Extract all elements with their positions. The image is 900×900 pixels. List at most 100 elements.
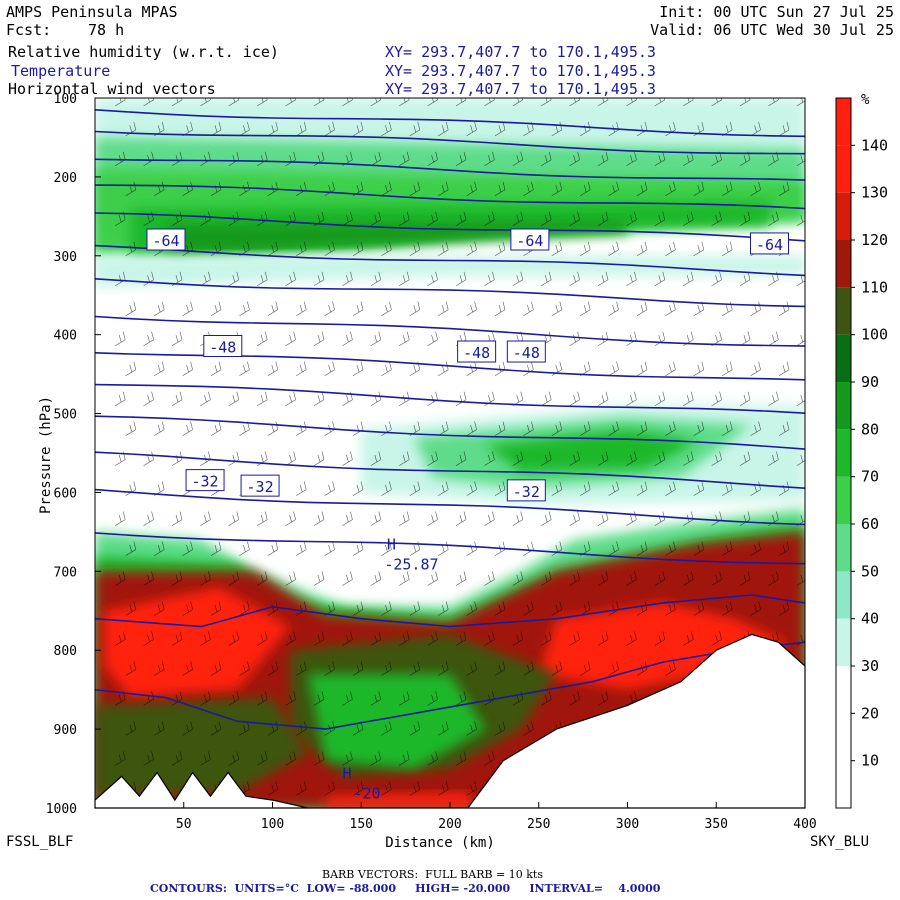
colorbar-tick-label: 30 [861, 657, 879, 675]
colorbar-tick-label: 50 [861, 562, 879, 580]
wind-barb-field [115, 98, 805, 796]
colorbar-tick-label: 90 [861, 373, 879, 391]
fcst-label: Fcst: [6, 21, 52, 39]
colorbar-unit: % [861, 92, 870, 108]
x-tick-label: 100 [261, 817, 284, 832]
contour-label-box [185, 469, 225, 492]
contour-label-box [506, 340, 546, 363]
temperature-contour-line [95, 212, 805, 242]
y-tick-label: 500 [54, 408, 77, 423]
wind-barbs [115, 98, 805, 796]
colorbar-segment [836, 476, 851, 524]
x-tick-label: 350 [705, 817, 728, 832]
contour-label: -48 [463, 344, 490, 362]
x-tick-label: 50 [176, 817, 192, 832]
init-time: Init: 00 UTC Sun 27 Jul 25 [659, 3, 894, 21]
y-tick-label: 300 [54, 250, 77, 265]
field-xy-wind: XY= 293.7,407.7 to 170.1,495.3 [385, 80, 656, 98]
temperature-contour-line [95, 244, 805, 277]
x-tick-label: 150 [350, 817, 373, 832]
y-axis-label: Pressure (hPa) [38, 396, 54, 514]
y-tick-label: 100 [54, 92, 77, 107]
temperature-contour-line [95, 532, 805, 565]
colorbar-tick-label: 100 [861, 326, 888, 344]
temperature-contour-line [95, 109, 805, 138]
right-endpoint-label: SKY_BLU [810, 834, 870, 850]
colorbar-segment [836, 145, 851, 193]
temperature-contour-line [95, 158, 805, 181]
barb-legend: BARB VECTORS: FULL BARB = 10 kts [322, 868, 543, 881]
colorbar: 10 20 30 40 50 60 70 80 90 100 110 120 130 140% [835, 92, 888, 809]
colorbar-segment [836, 98, 851, 146]
y-axis: 100 200 300 400 500 600 700 800 900 1000 [46, 92, 101, 817]
temperature-contour-line [95, 383, 805, 414]
y-tick-label: 400 [54, 329, 77, 344]
colorbar-segment [836, 571, 851, 619]
colorbar-segment [836, 192, 851, 240]
colorbar-tick-label: 60 [861, 515, 879, 533]
x-tick-label: 250 [527, 817, 550, 832]
field-name-temperature: Temperature [11, 62, 111, 80]
temperature-contour-line [95, 278, 805, 308]
contour-label-box [506, 479, 546, 502]
fcst-value: 78 h [88, 21, 125, 39]
contour-label: -32 [513, 483, 540, 501]
temperature-contour-line [95, 594, 805, 628]
colorbar-segment [836, 760, 851, 808]
colorbar-tick-label: 80 [861, 420, 879, 438]
contour-label-box [510, 228, 550, 251]
temperature-contour-line [95, 184, 805, 210]
colorbar-segment [836, 618, 851, 666]
contour-label: -32 [192, 473, 219, 491]
contour-label: -32 [247, 478, 274, 496]
colorbar-tick-label: 140 [861, 136, 888, 154]
colorbar-segment [836, 666, 851, 714]
left-endpoint-label: FSSL_BLF [6, 834, 74, 850]
y-tick-label: 600 [54, 486, 77, 501]
temperature-contours [95, 109, 805, 730]
high-marker: H [343, 764, 352, 782]
temperature-contour-line [95, 130, 805, 155]
colorbar-segment [836, 524, 851, 572]
rh-band [95, 255, 805, 288]
temperature-contour-line [95, 315, 805, 347]
temperature-contour-line [95, 451, 805, 489]
colorbar-segment [836, 240, 851, 288]
contour-label-box [146, 228, 186, 251]
colorbar-frame [835, 97, 852, 809]
contour-label: -64 [152, 232, 179, 250]
field-xy-rh: XY= 293.7,407.7 to 170.1,495.3 [385, 43, 656, 61]
model-title: AMPS Peninsula MPAS [6, 3, 178, 21]
contour-label-box [203, 335, 243, 357]
contour-legend: CONTOURS: UNITS=°C LOW= -88.000 HIGH= -2… [150, 882, 661, 895]
colorbar-tick-label: 130 [861, 184, 888, 202]
y-tick-label: 900 [54, 723, 77, 738]
colorbar-segment [836, 382, 851, 430]
rh-band [325, 792, 477, 808]
colorbar-segment [836, 287, 851, 335]
high-value: -20 [354, 784, 381, 802]
temperature-contour-labels: -64 -64 -64-48 -48 -48-32 -32 -32H-25.87H-20 [146, 228, 789, 802]
contour-label-box [240, 474, 280, 497]
x-axis-label: Distance (km) [385, 835, 495, 851]
temperature-contour-line [95, 641, 805, 730]
rh-band [308, 673, 486, 769]
x-tick-label: 200 [438, 817, 461, 832]
colorbar-tick-label: 40 [861, 610, 879, 628]
colorbar-tick-label: 70 [861, 468, 879, 486]
temperature-contour-line [95, 415, 805, 450]
contour-label-box [457, 340, 497, 363]
x-tick-label: 400 [793, 817, 816, 832]
valid-time: Valid: 06 UTC Wed 30 Jul 25 [650, 21, 894, 39]
x-axis: 50 100 150 200 250 300 350 400 [176, 802, 817, 832]
contour-label: -64 [756, 236, 783, 254]
y-tick-label: 700 [54, 565, 77, 580]
colorbar-segment [836, 429, 851, 477]
x-tick-label: 300 [616, 817, 639, 832]
colorbar-segment [836, 713, 851, 761]
contour-label-box [750, 232, 789, 255]
field-name-wind: Horizontal wind vectors [8, 80, 216, 98]
colorbar-tick-label: 120 [861, 231, 888, 249]
contour-label: -48 [513, 344, 540, 362]
